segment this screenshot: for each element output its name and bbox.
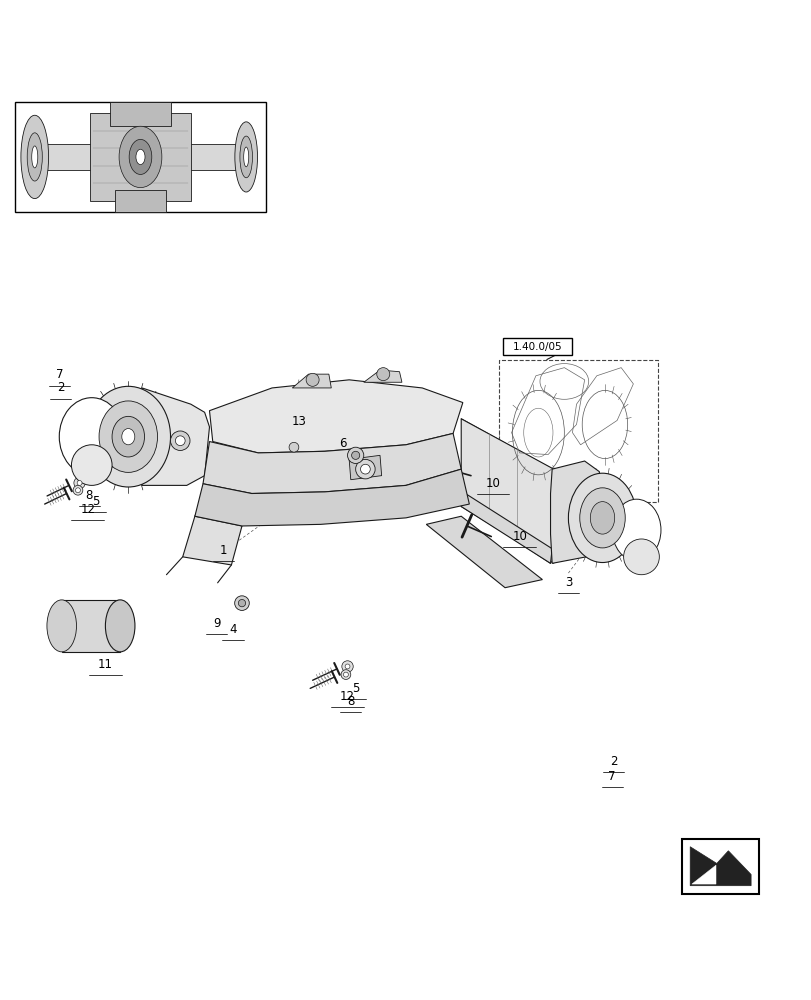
Text: 13: 13 (291, 415, 306, 428)
Text: 5: 5 (351, 682, 359, 695)
Bar (499, 360, 657, 502)
Ellipse shape (59, 398, 124, 476)
Text: 1: 1 (219, 544, 227, 557)
Circle shape (360, 464, 370, 474)
Polygon shape (209, 380, 462, 453)
Ellipse shape (112, 416, 144, 457)
Circle shape (175, 436, 185, 446)
Polygon shape (292, 374, 331, 388)
Ellipse shape (243, 147, 248, 167)
Text: 2: 2 (609, 755, 617, 768)
Text: 5: 5 (92, 495, 100, 508)
Text: 11: 11 (98, 658, 113, 671)
Text: 10: 10 (485, 477, 500, 490)
Circle shape (238, 599, 245, 607)
Polygon shape (203, 433, 461, 494)
Circle shape (73, 485, 83, 495)
Text: 6: 6 (338, 437, 346, 450)
Ellipse shape (99, 401, 157, 472)
Text: 2: 2 (57, 381, 65, 394)
Ellipse shape (122, 429, 135, 445)
Text: 9: 9 (212, 617, 221, 630)
Circle shape (289, 442, 298, 452)
Circle shape (345, 664, 350, 669)
Bar (15, 102, 266, 212)
Circle shape (170, 431, 190, 450)
Text: 10: 10 (512, 530, 526, 543)
Ellipse shape (32, 146, 38, 168)
Polygon shape (349, 455, 381, 480)
Ellipse shape (135, 149, 145, 165)
Ellipse shape (119, 126, 161, 188)
Polygon shape (182, 516, 242, 565)
Text: 7: 7 (55, 368, 63, 381)
Polygon shape (689, 847, 750, 886)
Bar (115, 190, 165, 212)
Text: 12: 12 (80, 503, 95, 516)
Ellipse shape (568, 473, 636, 563)
Ellipse shape (47, 600, 76, 652)
Polygon shape (142, 388, 209, 485)
Ellipse shape (239, 136, 252, 178)
Circle shape (74, 477, 85, 489)
Text: 8: 8 (346, 695, 354, 708)
Polygon shape (426, 516, 542, 588)
Circle shape (347, 447, 363, 463)
Ellipse shape (28, 133, 42, 181)
Polygon shape (62, 600, 120, 652)
Polygon shape (691, 865, 715, 884)
Text: 8: 8 (85, 489, 93, 502)
Circle shape (341, 670, 350, 679)
Ellipse shape (105, 600, 135, 652)
Ellipse shape (590, 502, 614, 534)
Ellipse shape (129, 139, 152, 174)
Bar (681, 839, 758, 894)
Polygon shape (195, 484, 251, 526)
Polygon shape (461, 419, 553, 563)
Ellipse shape (21, 115, 49, 199)
Bar (28, 144, 253, 170)
Polygon shape (461, 492, 551, 563)
Circle shape (77, 481, 82, 485)
Circle shape (75, 488, 80, 493)
Text: 3: 3 (564, 576, 572, 589)
Text: 7: 7 (607, 770, 616, 783)
Circle shape (306, 373, 319, 386)
Ellipse shape (611, 499, 660, 561)
Ellipse shape (579, 488, 624, 548)
Bar (90, 113, 191, 201)
Polygon shape (363, 370, 401, 382)
Circle shape (623, 539, 659, 575)
Circle shape (351, 451, 359, 459)
Circle shape (355, 459, 375, 479)
Bar (503, 338, 572, 355)
Text: 1.40.0/05: 1.40.0/05 (513, 342, 562, 352)
Circle shape (343, 672, 348, 677)
Circle shape (71, 445, 112, 485)
Polygon shape (195, 469, 469, 526)
Circle shape (376, 368, 389, 381)
Circle shape (234, 596, 249, 610)
Polygon shape (114, 404, 191, 477)
Ellipse shape (86, 386, 170, 487)
Text: 4: 4 (229, 623, 237, 636)
Bar (110, 102, 170, 126)
Ellipse shape (234, 122, 257, 192)
Text: 12: 12 (340, 690, 354, 703)
Circle shape (341, 661, 353, 672)
Polygon shape (550, 461, 602, 563)
